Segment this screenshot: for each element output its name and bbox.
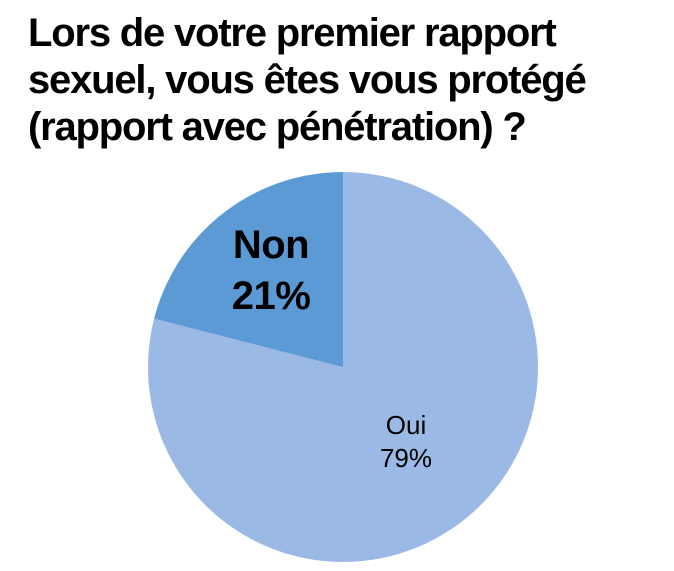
pie-slice-oui-name: Oui [385, 410, 427, 440]
pie-chart: Non 21% Oui 79% [148, 172, 538, 562]
pie-slice-non-name: Non [232, 223, 310, 267]
chart-title-line-3: (rapport avec pénétration) ? [28, 105, 527, 149]
pie-slice-label-oui: Oui 79% [380, 409, 432, 475]
chart-title-line-2: sexuel, vous êtes vous protégé [28, 58, 587, 102]
pie-slice-oui-value: 79% [379, 443, 433, 473]
chart-title: Lors de votre premier rapport sexuel, vo… [28, 10, 587, 151]
pie-slice-label-non: Non 21% [232, 220, 311, 322]
pie-slice-non-value: 21% [231, 274, 311, 318]
chart-title-line-1: Lors de votre premier rapport [28, 11, 557, 55]
